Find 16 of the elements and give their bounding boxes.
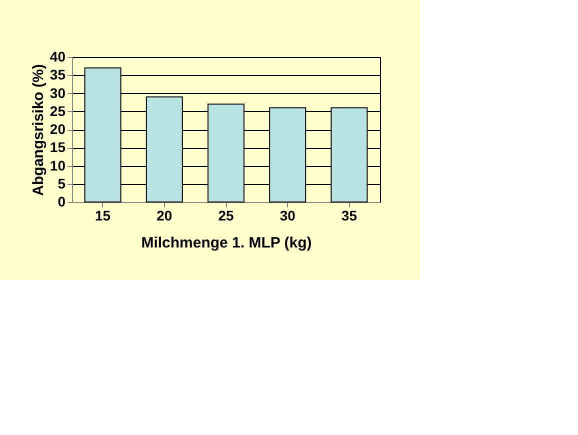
y-tick-label: 35	[50, 66, 66, 83]
y-tick-label: 0	[58, 194, 66, 210]
y-tick-label: 15	[50, 139, 66, 156]
y-tick-label: 10	[50, 157, 66, 174]
x-axis-title: Milchmenge 1. MLP (kg)	[141, 234, 312, 252]
x-tick-label: 25	[218, 208, 234, 224]
x-tick-label: 15	[95, 208, 111, 224]
x-tick-label: 30	[280, 208, 296, 224]
y-axis-title: Abgangsrisiko (%)	[30, 64, 47, 196]
y-tick-label: 30	[50, 84, 66, 101]
y-tick-label: 25	[50, 102, 66, 119]
y-tick-label: 20	[50, 121, 66, 137]
x-tick-label: 20	[156, 208, 172, 224]
x-tick-label: 35	[341, 208, 358, 224]
y-tick-label: 40	[50, 48, 66, 64]
y-tick-label: 5	[58, 175, 66, 192]
